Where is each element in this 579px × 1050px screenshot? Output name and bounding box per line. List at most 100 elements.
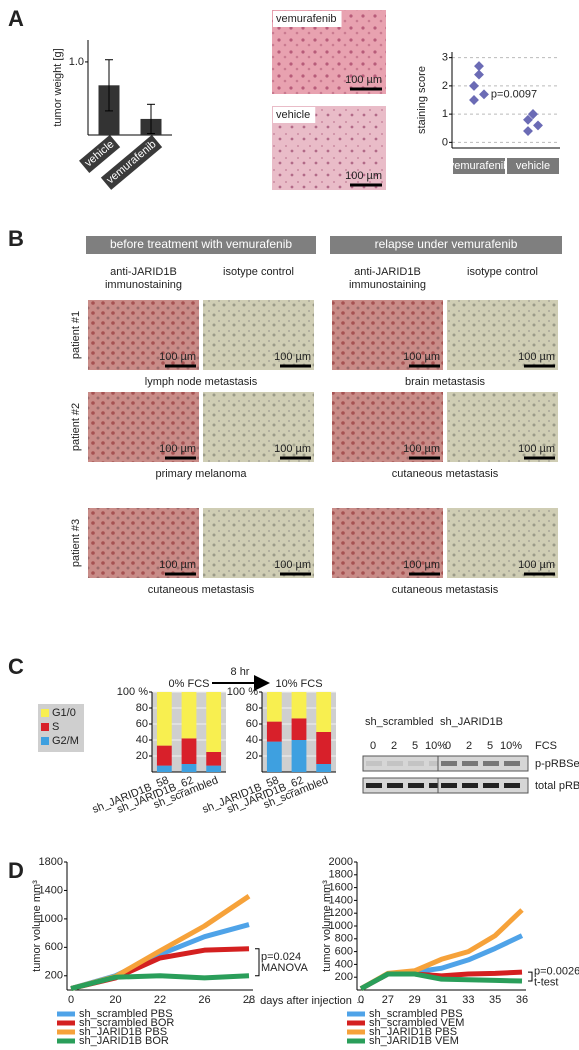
- micrograph: [203, 392, 314, 462]
- legend-label: S: [52, 721, 59, 733]
- label-box: [273, 107, 316, 123]
- bar-segment: [156, 745, 172, 766]
- y-tick-label: 1600: [329, 882, 353, 894]
- scale-bar-label: 100 µm: [518, 351, 555, 363]
- micrograph: [203, 300, 314, 370]
- y-tick-label: 1200: [329, 907, 353, 919]
- y-axis-label: tumor volume mm³: [321, 880, 333, 972]
- caption: brain metastasis: [405, 376, 486, 388]
- x-tick-label: 33: [462, 994, 474, 1006]
- scale-bar-label: 100 µm: [403, 559, 440, 571]
- y-tick-label: 20: [246, 750, 258, 762]
- y-tick-label: 2: [442, 80, 448, 92]
- y-tick-label: 1000: [329, 920, 353, 932]
- bar-segment: [181, 764, 197, 772]
- header-bar: [330, 236, 562, 254]
- annotation: p=0.024: [261, 951, 301, 963]
- band: [441, 783, 457, 788]
- legend-label: sh_scrambled PBS: [369, 1008, 463, 1020]
- caption: lymph node metastasis: [145, 376, 258, 388]
- lane-label: 2: [391, 740, 397, 752]
- micrograph: [332, 300, 443, 370]
- annotation: p=0.0097: [491, 88, 537, 100]
- legend-label: G2/M: [52, 735, 79, 747]
- header-bar: [86, 236, 316, 254]
- y-tick-label: 600: [45, 941, 63, 953]
- scale-bar-label: 100 µm: [518, 443, 555, 455]
- point: [474, 69, 484, 80]
- column-label: anti-JARID1B: [354, 266, 421, 278]
- y-tick-label: 2000: [329, 856, 353, 868]
- point: [523, 114, 533, 125]
- scale-bar-label: 100 µm: [274, 351, 311, 363]
- x-tick-label: 35: [489, 994, 501, 1006]
- point: [523, 126, 533, 137]
- row-label: patient #2: [70, 403, 82, 451]
- legend-swatch: [41, 709, 49, 717]
- y-tick-label: 60: [136, 718, 148, 730]
- annotation: p=0.0026: [534, 965, 579, 977]
- y-tick-label: 100 %: [227, 686, 258, 698]
- legend-label: sh_JARID1B BOR: [79, 1035, 169, 1047]
- band: [366, 783, 382, 788]
- x-tick-label: 22: [154, 994, 166, 1006]
- blot-group: sh_scrambled: [365, 716, 433, 728]
- y-tick-label: 1800: [329, 869, 353, 881]
- micrograph: [332, 392, 443, 462]
- point: [469, 95, 479, 105]
- column-label: immunostaining: [349, 279, 426, 291]
- scale-bar-label: 100 µm: [345, 74, 382, 86]
- bracket: [255, 948, 260, 977]
- band: [408, 783, 424, 788]
- micrograph: [88, 392, 199, 462]
- band: [462, 761, 478, 766]
- column-label: isotype control: [223, 266, 294, 278]
- scale-bar-label: 100 µm: [274, 443, 311, 455]
- y-tick-label: 100 %: [117, 686, 148, 698]
- legend-label: sh_JARID1B VEM: [369, 1035, 459, 1047]
- point: [479, 89, 489, 100]
- lane-label: 0: [370, 740, 376, 752]
- blot-condition: FCS: [535, 740, 557, 752]
- line-series: [70, 973, 250, 992]
- micrograph: [88, 300, 199, 370]
- caption: cutaneous metastasis: [392, 468, 499, 480]
- caption: cutaneous metastasis: [392, 584, 499, 596]
- caption: primary melanoma: [155, 468, 247, 480]
- scale-bar-label: 100 µm: [274, 559, 311, 571]
- label-box: [100, 134, 163, 190]
- y-axis-label: tumor volume mm³: [31, 880, 43, 972]
- lane-label: 10%: [425, 740, 447, 752]
- x-tick-label: vemurafenib: [449, 160, 510, 172]
- bar-segment: [206, 752, 222, 766]
- scale-bar-label: 100 µm: [403, 351, 440, 363]
- annotation: t-test: [534, 976, 558, 988]
- micrograph: [332, 508, 443, 578]
- x-tick-label: 27: [382, 994, 394, 1006]
- x-tick-label: 20: [109, 994, 121, 1006]
- legend-label: sh_JARID1B PBS: [79, 1026, 167, 1038]
- band: [387, 761, 403, 766]
- bar-segment: [206, 765, 222, 772]
- bar-segment: [266, 721, 282, 742]
- micrograph: [203, 508, 314, 578]
- y-tick-label: 20: [136, 750, 148, 762]
- legend-label: sh_JARID1B PBS: [369, 1026, 457, 1038]
- legend-label: G1/0: [52, 707, 76, 719]
- micrograph: [447, 300, 558, 370]
- bar-segment: [156, 765, 172, 772]
- arrow-label: 8 hr: [231, 666, 250, 678]
- lane-label: 10%: [500, 740, 522, 752]
- scale-bar-label: 100 µm: [159, 559, 196, 571]
- legend-swatch: [41, 723, 49, 731]
- band: [504, 761, 520, 766]
- lane-label: 5: [412, 740, 418, 752]
- row-label: patient #1: [70, 311, 82, 359]
- y-tick-label: 40: [246, 734, 258, 746]
- point: [533, 120, 543, 131]
- y-tick-label: 200: [335, 971, 353, 983]
- bar-segment: [206, 692, 222, 752]
- micrograph: [447, 508, 558, 578]
- caption: cutaneous metastasis: [148, 584, 255, 596]
- micrograph-label: vemurafenib: [276, 13, 337, 25]
